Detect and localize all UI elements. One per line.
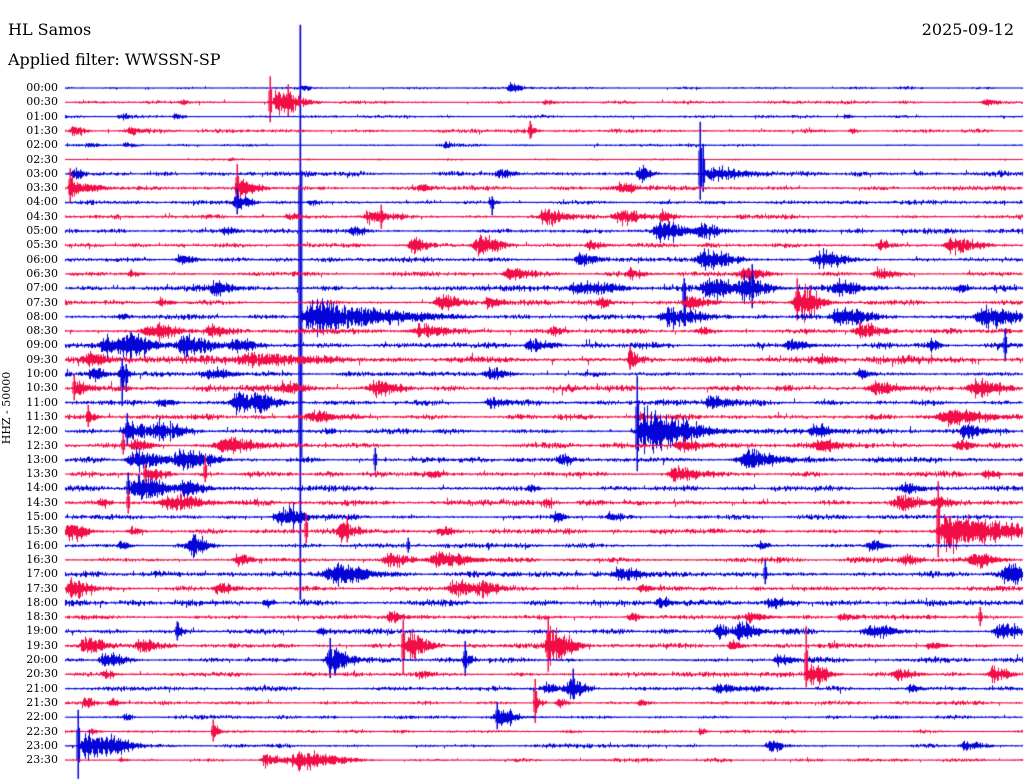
trace-time-label: 06:00	[26, 252, 58, 266]
trace-time-label: 23:00	[26, 738, 58, 752]
trace-time-label: 00:00	[26, 81, 58, 94]
trace-time-label: 17:30	[26, 581, 58, 595]
trace-time-label: 12:00	[26, 424, 58, 438]
trace-time-label: 12:30	[26, 438, 58, 452]
trace-time-label: 19:30	[26, 638, 58, 652]
trace-time-label: 21:30	[26, 695, 58, 709]
y-axis-scale-label: HHZ - 50000	[0, 371, 13, 445]
trace-time-label: 07:30	[26, 295, 58, 309]
trace-time-label: 20:30	[26, 667, 58, 681]
trace-time-label: 13:00	[26, 452, 58, 466]
trace-time-label: 14:30	[26, 495, 58, 509]
trace-time-label: 17:00	[26, 567, 58, 581]
trace-time-label: 11:30	[26, 409, 58, 423]
trace-time-label: 16:30	[26, 552, 58, 566]
trace-time-label: 16:00	[26, 538, 58, 552]
trace-time-label: 05:00	[26, 224, 58, 237]
trace-time-label: 15:30	[26, 524, 58, 538]
trace-time-label: 04:00	[26, 195, 58, 209]
trace-time-label: 02:00	[26, 138, 58, 152]
trace-time-label: 08:00	[26, 309, 58, 323]
trace-time-label: 22:30	[26, 724, 58, 738]
trace-time-label: 09:30	[26, 352, 58, 366]
trace-time-label: 15:00	[26, 510, 58, 523]
trace-time-label: 04:30	[26, 209, 58, 223]
date-label: 2025-09-12	[921, 20, 1014, 39]
trace-time-label: 07:00	[26, 281, 58, 295]
trace-time-label: 01:30	[26, 123, 58, 137]
trace-time-label: 11:00	[26, 395, 58, 409]
trace-time-label: 18:00	[26, 595, 58, 609]
trace-time-label: 23:30	[26, 753, 58, 767]
trace-time-label: 22:00	[26, 710, 58, 724]
trace-time-label: 21:00	[26, 681, 58, 695]
trace-time-label: 01:00	[26, 109, 58, 123]
trace-time-label: 05:30	[26, 238, 58, 252]
trace-time-label: 03:30	[26, 181, 58, 195]
trace-time-label: 02:30	[26, 152, 58, 166]
trace-time-label: 20:00	[26, 653, 58, 666]
trace-time-label: 10:00	[26, 367, 58, 380]
trace-time-label: 10:30	[26, 381, 58, 395]
trace-time-label: 00:30	[26, 95, 58, 109]
station-title: HL Samos	[8, 20, 92, 39]
trace-time-label: 19:00	[26, 624, 58, 638]
trace-time-label: 14:00	[26, 481, 58, 495]
trace-time-label: 03:00	[26, 166, 58, 180]
trace-time-label: 13:30	[26, 467, 58, 481]
trace-time-label: 18:30	[26, 610, 58, 624]
trace-time-label: 06:30	[26, 266, 58, 280]
trace-time-label: 08:30	[26, 324, 58, 338]
applied-filter-label: Applied filter: WWSSN-SP	[8, 50, 221, 69]
trace-time-label: 09:00	[26, 338, 58, 352]
